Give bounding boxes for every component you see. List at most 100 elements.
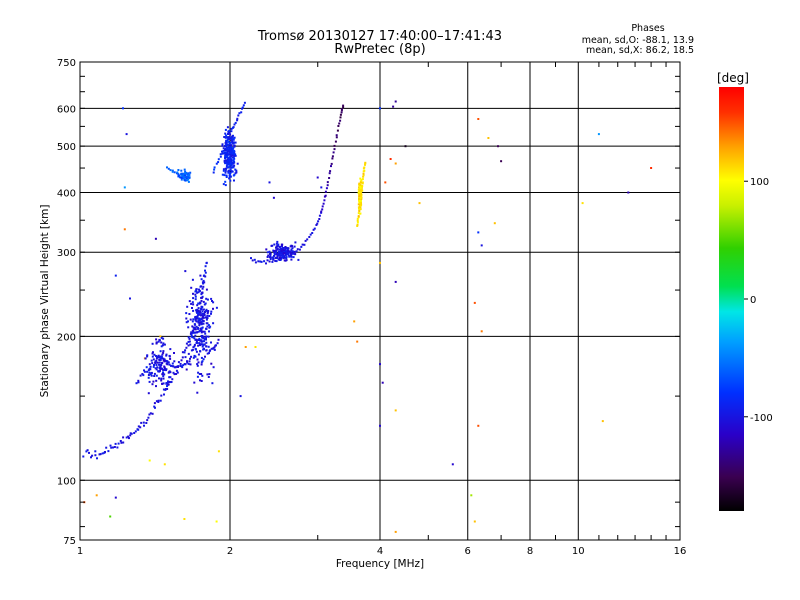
data-point xyxy=(330,165,332,168)
data-point xyxy=(158,361,161,364)
data-point xyxy=(278,248,281,251)
data-point xyxy=(193,326,196,329)
data-point xyxy=(135,382,138,385)
data-point xyxy=(228,132,231,135)
data-point xyxy=(180,359,183,362)
data-point xyxy=(384,181,387,184)
data-point xyxy=(356,225,359,227)
data-point xyxy=(186,179,189,182)
data-point xyxy=(361,181,364,184)
data-point xyxy=(193,323,196,326)
data-point xyxy=(233,144,236,147)
data-point xyxy=(181,366,184,369)
data-point xyxy=(137,381,140,384)
data-point xyxy=(224,162,227,165)
data-point xyxy=(205,261,208,264)
data-point xyxy=(342,106,345,109)
data-point xyxy=(470,494,473,497)
data-point xyxy=(364,163,366,166)
x-tick-label: 10 xyxy=(572,546,585,557)
data-point xyxy=(202,314,204,317)
data-point xyxy=(201,281,204,284)
data-point xyxy=(359,212,362,215)
data-point xyxy=(201,312,204,315)
data-point xyxy=(323,199,326,202)
data-point xyxy=(234,168,237,171)
data-point xyxy=(162,359,165,362)
data-point xyxy=(313,227,316,230)
data-point xyxy=(169,376,172,379)
data-point xyxy=(201,360,204,363)
data-point xyxy=(210,341,212,344)
data-point xyxy=(340,111,343,114)
data-point xyxy=(223,160,226,163)
data-point xyxy=(223,159,226,162)
data-point xyxy=(148,363,151,366)
data-point xyxy=(198,337,201,340)
data-point xyxy=(287,251,290,254)
data-point xyxy=(206,298,209,301)
data-point xyxy=(333,144,336,147)
data-point xyxy=(228,146,231,149)
data-point xyxy=(155,400,158,403)
data-point xyxy=(194,295,197,298)
data-point xyxy=(650,167,653,169)
data-point xyxy=(157,340,160,343)
data-point xyxy=(195,317,198,320)
data-point xyxy=(122,107,124,110)
data-point xyxy=(359,200,362,203)
data-point xyxy=(207,310,210,312)
data-point xyxy=(244,346,247,348)
data-point xyxy=(143,424,145,427)
data-point xyxy=(119,440,122,442)
data-point xyxy=(194,316,197,319)
data-point xyxy=(222,168,225,171)
data-point xyxy=(137,428,140,431)
data-point xyxy=(394,162,397,165)
y-tick-label: 400 xyxy=(57,188,76,199)
data-point xyxy=(358,189,361,192)
data-point xyxy=(151,342,154,345)
data-point xyxy=(190,355,192,358)
data-point xyxy=(123,186,126,189)
data-point xyxy=(217,338,220,341)
data-point xyxy=(188,174,191,177)
data-point xyxy=(266,251,269,254)
data-point xyxy=(233,160,235,163)
data-point xyxy=(487,137,490,139)
data-point xyxy=(197,302,200,305)
data-point xyxy=(184,172,187,175)
data-point xyxy=(601,420,604,423)
data-point xyxy=(177,361,180,364)
data-point xyxy=(158,363,160,366)
data-point xyxy=(451,463,454,466)
data-point xyxy=(230,130,233,133)
data-point xyxy=(223,174,226,177)
data-point xyxy=(197,361,200,364)
data-point xyxy=(156,361,159,364)
data-point xyxy=(160,336,163,339)
data-point xyxy=(194,328,197,331)
data-point xyxy=(274,256,277,259)
data-point xyxy=(171,378,174,381)
data-point xyxy=(232,137,235,140)
data-point xyxy=(190,334,193,337)
y-tick-label: 300 xyxy=(57,248,76,259)
data-point xyxy=(224,144,227,147)
data-point xyxy=(226,166,229,169)
data-point xyxy=(330,162,333,165)
data-point xyxy=(188,313,191,315)
data-point xyxy=(268,250,271,253)
data-point xyxy=(276,255,279,258)
data-point xyxy=(357,216,360,219)
data-point xyxy=(275,246,278,249)
data-point xyxy=(202,344,205,347)
data-point xyxy=(224,155,227,158)
data-point xyxy=(321,205,324,208)
data-point xyxy=(278,252,281,255)
data-point xyxy=(162,342,165,345)
data-point xyxy=(216,342,219,345)
data-point xyxy=(210,362,213,365)
data-point xyxy=(266,259,269,262)
data-point xyxy=(154,361,157,364)
